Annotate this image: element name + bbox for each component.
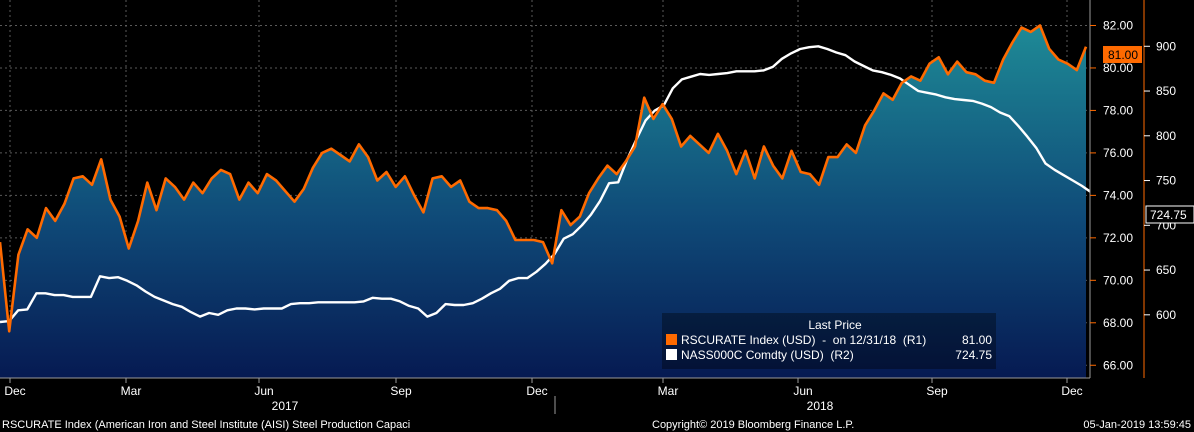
series-lines (0, 24, 1090, 333)
tick-label-r2-1: 650 (1156, 263, 1176, 277)
badge-nass (1145, 205, 1194, 224)
tick-label-x-6: Jun (793, 384, 812, 398)
tick-label-r1-6: 78.00 (1103, 103, 1133, 117)
tick-label-x-5: Mar (658, 384, 679, 398)
badge-rscurate-label: 81.00 (1108, 48, 1138, 62)
legend-value-rscurate: 81.00 (962, 333, 992, 347)
tick-label-r1-3: 72.00 (1103, 231, 1133, 245)
footer-timestamp: 05-Jan-2019 13:59:45 (1083, 419, 1191, 431)
tick-label-r1-4: 74.00 (1103, 188, 1133, 202)
legend-box (662, 313, 996, 369)
tick-label-r1-7: 80.00 (1103, 61, 1133, 75)
footer: RSCURATE Index (American Iron and Steel … (2, 419, 1191, 431)
legend-label-nass: NASS000C Comdty (USD) (R2) (681, 348, 854, 362)
legend-swatch-nass (666, 349, 677, 360)
tick-label-r1-8: 82.00 (1103, 18, 1133, 32)
legend-value-nass: 724.75 (955, 348, 992, 362)
series-line-rscurate (0, 24, 1088, 333)
tick-label-r1-2: 70.00 (1103, 273, 1133, 287)
tick-label-x-3: Sep (390, 384, 412, 398)
series-line-nass (0, 45, 1090, 324)
tick-label-x-1: Mar (121, 384, 142, 398)
tick-label-r2-3: 750 (1156, 174, 1176, 188)
tick-label-r1-0: 66.00 (1103, 358, 1133, 372)
tick-label-r2-5: 850 (1156, 84, 1176, 98)
year-label-2018: 2018 (807, 399, 834, 413)
tick-label-x-2: Jun (254, 384, 273, 398)
tick-label-r1-5: 76.00 (1103, 146, 1133, 160)
tick-label-x-7: Sep (926, 384, 948, 398)
year-label-2017: 2017 (272, 399, 299, 413)
legend-label-rscurate: RSCURATE Index (USD) - on 12/31/18 (R1) (681, 333, 926, 347)
tick-label-r2-6: 900 (1156, 39, 1176, 53)
tick-label-r2-4: 800 (1156, 129, 1176, 143)
tick-label-x-8: Dec (1061, 384, 1082, 398)
legend-swatch-rscurate (666, 334, 677, 345)
x-ticks: Dec Mar Jun Sep Dec Mar Jun Sep Dec (4, 378, 1083, 398)
legend-title: Last Price (808, 318, 862, 332)
area-rscurate (0, 25, 1086, 378)
badge-nass-label: 724.75 (1150, 208, 1187, 222)
legend: Last Price RSCURATE Index (USD) - on 12/… (662, 313, 996, 369)
last-value-badges: 81.00 724.75 (1103, 46, 1194, 224)
area-fill (0, 25, 1086, 378)
footer-source: RSCURATE Index (American Iron and Steel … (2, 419, 410, 431)
tick-label-r1-1: 68.00 (1103, 316, 1133, 330)
year-labels: 2017 2018 (272, 396, 834, 414)
tick-label-x-4: Dec (526, 384, 547, 398)
tick-label-x-0: Dec (4, 384, 25, 398)
badge-rscurate (1103, 46, 1142, 63)
y-left-ticks: 66.00 68.00 70.00 72.00 74.00 76.00 78.00 80.00… (1090, 18, 1133, 372)
tick-label-r2-0: 600 (1156, 308, 1176, 322)
footer-copyright: Copyright© 2019 Bloomberg Finance L.P. (652, 419, 854, 431)
